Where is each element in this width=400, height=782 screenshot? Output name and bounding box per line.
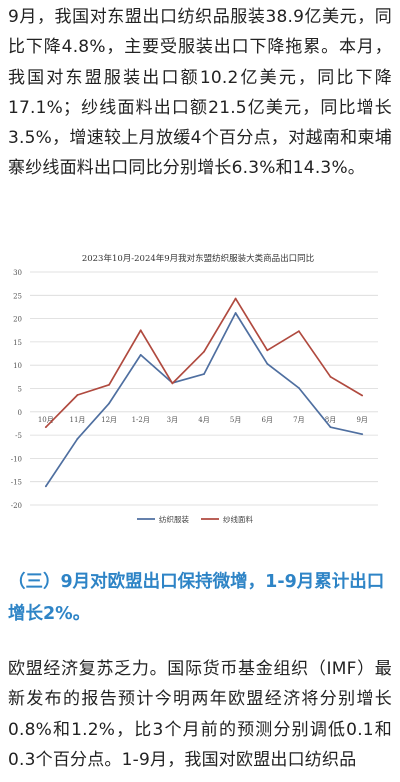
y-tick-label: 25 bbox=[13, 292, 22, 300]
series-line-纺织服装 bbox=[45, 312, 363, 487]
x-tick-label: 9月 bbox=[356, 416, 367, 424]
x-tick-label: 6月 bbox=[262, 416, 273, 424]
data-point bbox=[361, 433, 364, 436]
y-tick-label: 30 bbox=[13, 269, 22, 277]
x-tick-label: 12月 bbox=[101, 416, 117, 424]
y-tick-label: -10 bbox=[11, 455, 22, 463]
x-tick-label: 11月 bbox=[69, 416, 85, 424]
data-point bbox=[298, 387, 300, 389]
data-point bbox=[203, 373, 205, 375]
data-point bbox=[108, 402, 110, 405]
section-heading: （三）9月对欧盟出口保持微增，1-9月累计出口增长2%。 bbox=[8, 572, 385, 624]
data-point bbox=[329, 375, 332, 378]
data-point bbox=[76, 437, 79, 440]
y-tick-label: 10 bbox=[13, 362, 22, 370]
y-tick-label: 0 bbox=[18, 409, 22, 417]
data-point bbox=[203, 350, 205, 353]
data-point bbox=[234, 312, 237, 314]
data-point bbox=[171, 382, 174, 385]
x-tick-label: 4月 bbox=[198, 416, 209, 424]
legend-label: 纱线面料 bbox=[223, 514, 253, 524]
line-chart: 2023年10月-2024年9月我对东盟纺织服装大类商品出口同比 30 25 20 15… bbox=[0, 244, 400, 534]
data-point bbox=[44, 485, 47, 488]
y-tick-label: -5 bbox=[15, 432, 22, 440]
data-point bbox=[108, 383, 110, 386]
y-tick-label: -15 bbox=[11, 479, 22, 487]
data-point bbox=[266, 362, 269, 365]
chart-title: 2023年10月-2024年9月我对东盟纺织服装大类商品出口同比 bbox=[82, 253, 314, 264]
data-point bbox=[139, 354, 142, 356]
data-point bbox=[298, 330, 300, 333]
legend-label: 纺织服装 bbox=[159, 514, 189, 524]
x-tick-label: 5月 bbox=[230, 416, 241, 424]
x-tick-label: 7月 bbox=[293, 416, 304, 424]
x-tick-label: 3月 bbox=[167, 416, 178, 424]
paragraph-eu: 欧盟经济复苏乏力。国际货币基金组织（IMF）最新发布的报告预计今明两年欧盟经济将… bbox=[8, 659, 392, 770]
data-point bbox=[139, 329, 142, 332]
y-tick-label: -20 bbox=[11, 502, 22, 510]
paragraph-intro: 9月，我国对东盟出口纺织品服装38.9亿美元，同比下降4.8%，主要受服装出口下… bbox=[8, 7, 392, 179]
chart-svg: 2023年10月-2024年9月我对东盟纺织服装大类商品出口同比 30 25 20 15… bbox=[11, 253, 378, 524]
x-tick-label: 10月 bbox=[38, 416, 54, 424]
y-tick-label: 5 bbox=[18, 386, 22, 394]
x-tick-label: 1-2月 bbox=[132, 416, 150, 424]
data-point bbox=[329, 426, 332, 429]
data-point bbox=[76, 394, 79, 396]
data-point bbox=[44, 426, 47, 429]
data-point bbox=[266, 349, 269, 352]
y-tick-label: 15 bbox=[13, 339, 22, 347]
data-point bbox=[361, 394, 364, 397]
data-point bbox=[234, 297, 237, 300]
x-tick-label: 8月 bbox=[325, 416, 336, 424]
chart-container: 2023年10月-2024年9月我对东盟纺织服装大类商品出口同比 30 25 20 15… bbox=[0, 244, 400, 534]
y-tick-label: 20 bbox=[13, 316, 22, 324]
